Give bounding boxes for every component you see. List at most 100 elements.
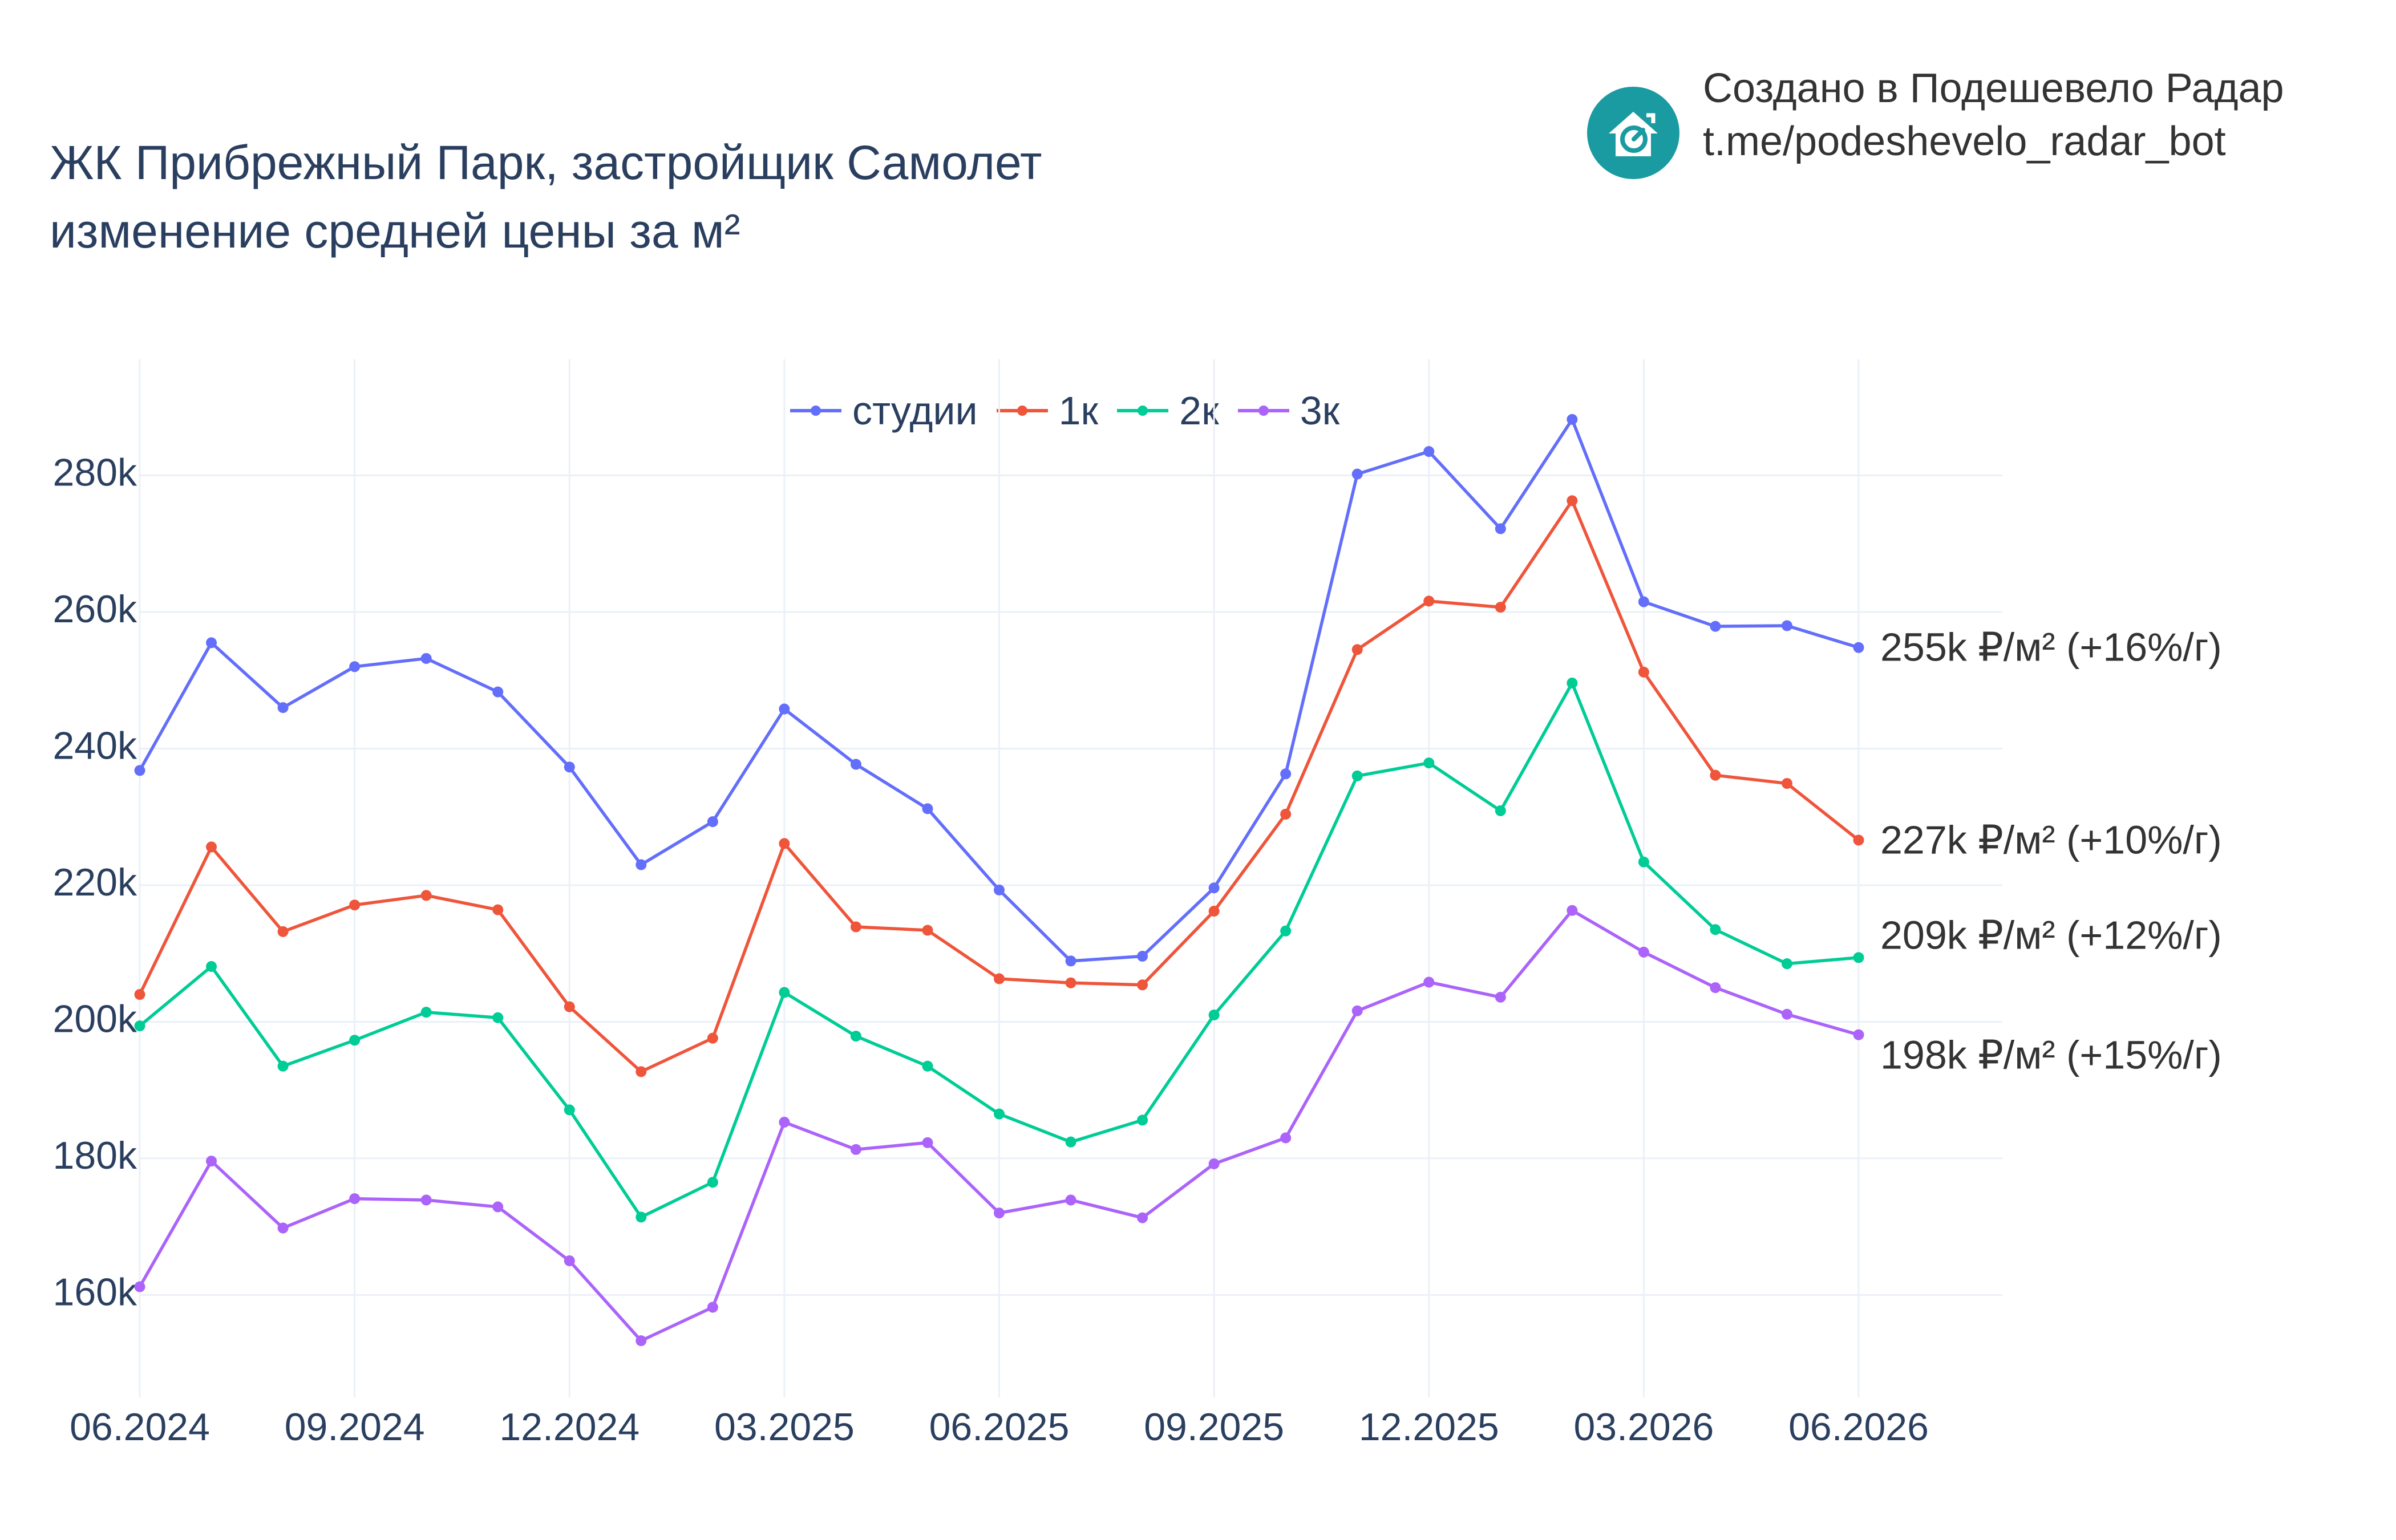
data-point bbox=[420, 1007, 432, 1018]
data-point bbox=[1710, 769, 1721, 781]
data-point bbox=[707, 1177, 718, 1188]
data-point bbox=[1853, 1029, 1864, 1040]
legend-item-studio[interactable]: студии bbox=[787, 388, 978, 433]
data-point bbox=[779, 987, 790, 998]
data-point bbox=[206, 961, 217, 972]
data-point bbox=[564, 1001, 575, 1012]
end-value-label: 198k ₽/м² (+15%/г) bbox=[1880, 1032, 2222, 1077]
data-point bbox=[779, 703, 790, 715]
data-point bbox=[1423, 757, 1435, 769]
data-point bbox=[850, 921, 861, 933]
data-point bbox=[277, 1060, 289, 1072]
brand-name: Создано в Подешевело Радар bbox=[1703, 66, 2284, 111]
series-0 bbox=[134, 414, 1864, 967]
data-point bbox=[922, 925, 933, 936]
data-point bbox=[1638, 666, 1649, 678]
data-point bbox=[206, 1156, 217, 1167]
data-point bbox=[1638, 596, 1649, 607]
data-point bbox=[1495, 991, 1506, 1003]
series-1 bbox=[134, 495, 1864, 1077]
data-point bbox=[1280, 1132, 1292, 1144]
data-point bbox=[994, 1207, 1005, 1219]
data-point bbox=[1567, 414, 1578, 425]
y-tick-label: 180k bbox=[53, 1134, 137, 1177]
end-value-label: 255k ₽/м² (+16%/г) bbox=[1880, 625, 2222, 669]
legend-swatch-3k bbox=[1237, 406, 1289, 416]
data-point bbox=[1495, 523, 1506, 534]
data-point bbox=[779, 1116, 790, 1128]
data-point bbox=[779, 838, 790, 849]
data-point bbox=[707, 816, 718, 828]
series-2 bbox=[134, 678, 1864, 1223]
legend-item-1k[interactable]: 1к bbox=[994, 388, 1099, 433]
y-tick-label: 240k bbox=[53, 724, 137, 767]
data-point bbox=[1495, 602, 1506, 613]
data-point bbox=[707, 1302, 718, 1313]
data-point bbox=[1781, 1008, 1792, 1020]
x-tick-label: 06.2026 bbox=[1788, 1405, 1929, 1449]
x-tick-label: 03.2025 bbox=[714, 1405, 855, 1449]
data-point bbox=[1423, 446, 1435, 457]
data-point bbox=[1423, 595, 1435, 607]
data-point bbox=[1351, 468, 1363, 480]
x-tick-label: 06.2025 bbox=[929, 1405, 1070, 1449]
data-point bbox=[850, 759, 861, 770]
data-point bbox=[1137, 979, 1148, 991]
data-point bbox=[492, 904, 504, 915]
data-point bbox=[134, 989, 145, 1000]
data-point bbox=[1567, 678, 1578, 689]
house-price-down-icon bbox=[1587, 87, 1679, 179]
data-point bbox=[1280, 925, 1292, 937]
data-point bbox=[134, 765, 145, 776]
brand-link[interactable]: t.me/podeshevelo_radar_bot bbox=[1703, 119, 2226, 164]
data-point bbox=[1065, 1194, 1076, 1206]
data-point bbox=[1208, 882, 1220, 894]
legend-item-2k[interactable]: 2к bbox=[1114, 388, 1219, 433]
data-point bbox=[1065, 1136, 1076, 1148]
data-point bbox=[1638, 946, 1649, 958]
data-point bbox=[1208, 905, 1220, 917]
data-point bbox=[349, 899, 361, 911]
data-point bbox=[1351, 644, 1363, 655]
data-point bbox=[420, 653, 432, 664]
x-tick-label: 03.2026 bbox=[1573, 1405, 1714, 1449]
chart-subtitle: изменение средней цены за м² bbox=[50, 204, 740, 258]
legend-swatch-studio bbox=[790, 406, 841, 416]
data-point bbox=[922, 1060, 933, 1072]
data-point bbox=[1781, 778, 1792, 789]
data-point bbox=[492, 1201, 504, 1213]
x-tick-label: 09.2025 bbox=[1144, 1405, 1284, 1449]
data-point bbox=[564, 1255, 575, 1267]
data-point bbox=[994, 1108, 1005, 1120]
legend-swatch-2k bbox=[1117, 406, 1169, 416]
legend-label-2k: 2к bbox=[1179, 388, 1219, 433]
legend-swatch-1k bbox=[996, 406, 1048, 416]
data-point bbox=[1137, 951, 1148, 962]
x-tick-label: 12.2025 bbox=[1359, 1405, 1499, 1449]
data-point bbox=[564, 761, 575, 773]
data-point bbox=[994, 884, 1005, 895]
data-point bbox=[850, 1031, 861, 1042]
data-point bbox=[1280, 768, 1292, 780]
series-3 bbox=[134, 905, 1864, 1347]
end-value-label: 209k ₽/м² (+12%/г) bbox=[1880, 913, 2222, 957]
legend-item-3k[interactable]: 3к bbox=[1235, 388, 1340, 433]
legend-label-1k: 1к bbox=[1058, 388, 1099, 433]
data-point bbox=[349, 1193, 361, 1205]
data-point bbox=[636, 1066, 647, 1077]
data-point bbox=[1208, 1009, 1220, 1020]
data-point bbox=[564, 1104, 575, 1116]
data-point bbox=[1208, 1158, 1220, 1169]
data-point bbox=[1351, 770, 1363, 781]
data-point bbox=[420, 1194, 432, 1206]
data-point bbox=[1423, 976, 1435, 988]
data-point bbox=[1638, 856, 1649, 868]
data-point bbox=[134, 1020, 145, 1032]
data-point bbox=[1781, 620, 1792, 631]
legend-label-3k: 3к bbox=[1300, 388, 1340, 433]
x-tick-label: 06.2024 bbox=[70, 1405, 210, 1449]
data-point bbox=[922, 803, 933, 814]
y-tick-label: 200k bbox=[53, 997, 137, 1040]
data-point bbox=[1853, 834, 1864, 846]
